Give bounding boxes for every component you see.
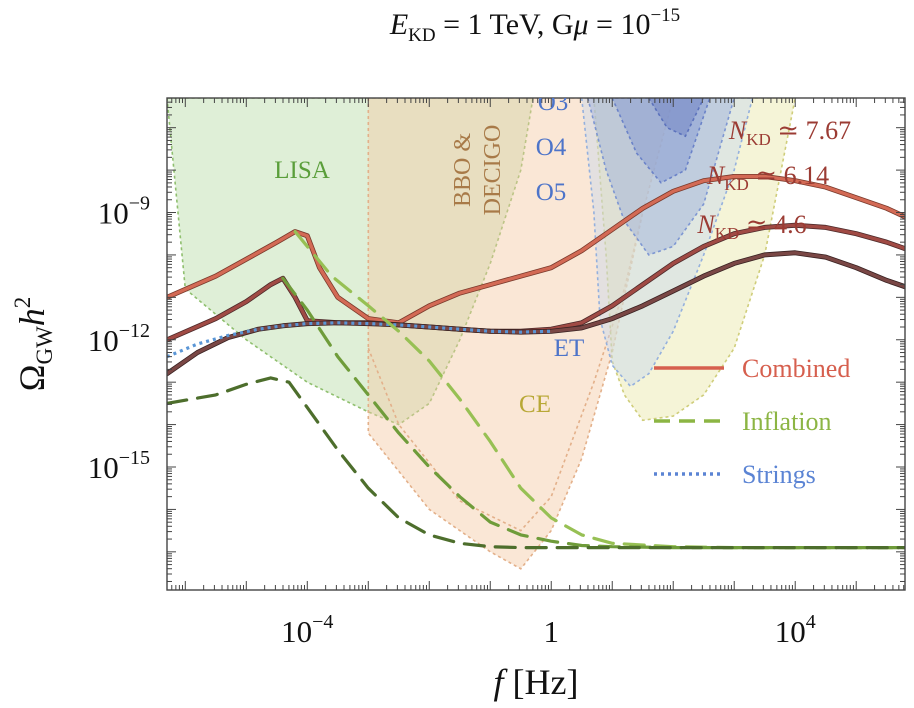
region-label-bbo-decigo: BBO & DECIGO [450,125,506,216]
chart-title: EKD = 1 TeV, Gμ = 10−15 [389,5,680,46]
series-label-nkd-4-6: NKD ≃ 4.6 [696,210,806,243]
series-combined-n-kd-7-67 [167,174,905,325]
region-label-o5: O5 [536,179,567,206]
region-label-o4: O4 [536,134,567,161]
x-tick-label: 104 [775,611,816,649]
x-tick-label: 1 [543,614,559,649]
x-axis-label: f [Hz] [494,662,579,702]
legend-combined-label: Combined [742,354,850,383]
tick-labels: 10−4 1 104 10−9 10−12 10−15 [88,193,816,649]
legend-inflation-label: Inflation [742,407,832,436]
region-label-o3-clip: O3 [538,89,569,116]
axis-ticks [167,97,905,590]
y-axis-label-text: ΩGWh2 [10,297,57,392]
region-decigo-inner [367,212,644,532]
region-o4 [611,98,711,184]
x-tick-label: 10−4 [281,611,333,649]
series-strings [167,321,552,359]
series-label-nkd-7-67: NKD ≃ 7.67 [728,116,851,149]
legend: Combined Inflation Strings [654,354,850,489]
region-label-ce: CE [519,391,551,418]
y-tick-label: 10−12 [88,320,150,358]
series-inflation-n-kd-4-6 [167,376,905,550]
bbo-label-line1: BBO & [450,133,476,207]
data-series [167,174,905,550]
y-tick-label: 10−15 [88,447,150,485]
legend-strings-label: Strings [742,460,816,489]
series-label-nkd-6-14: NKD ≃ 6.14 [706,161,829,194]
y-axis-label: ΩGWh2 [10,297,57,392]
y-tick-label: 10−9 [98,193,150,231]
region-o3 [647,98,705,138]
region-label-o3: O3 [538,89,569,116]
region-lisa [167,98,534,426]
region-label-et: ET [554,335,585,362]
region-label-lisa: LISA [274,157,330,184]
bbo-label-line2: DECIGO [480,125,506,216]
region-o5 [586,98,736,256]
